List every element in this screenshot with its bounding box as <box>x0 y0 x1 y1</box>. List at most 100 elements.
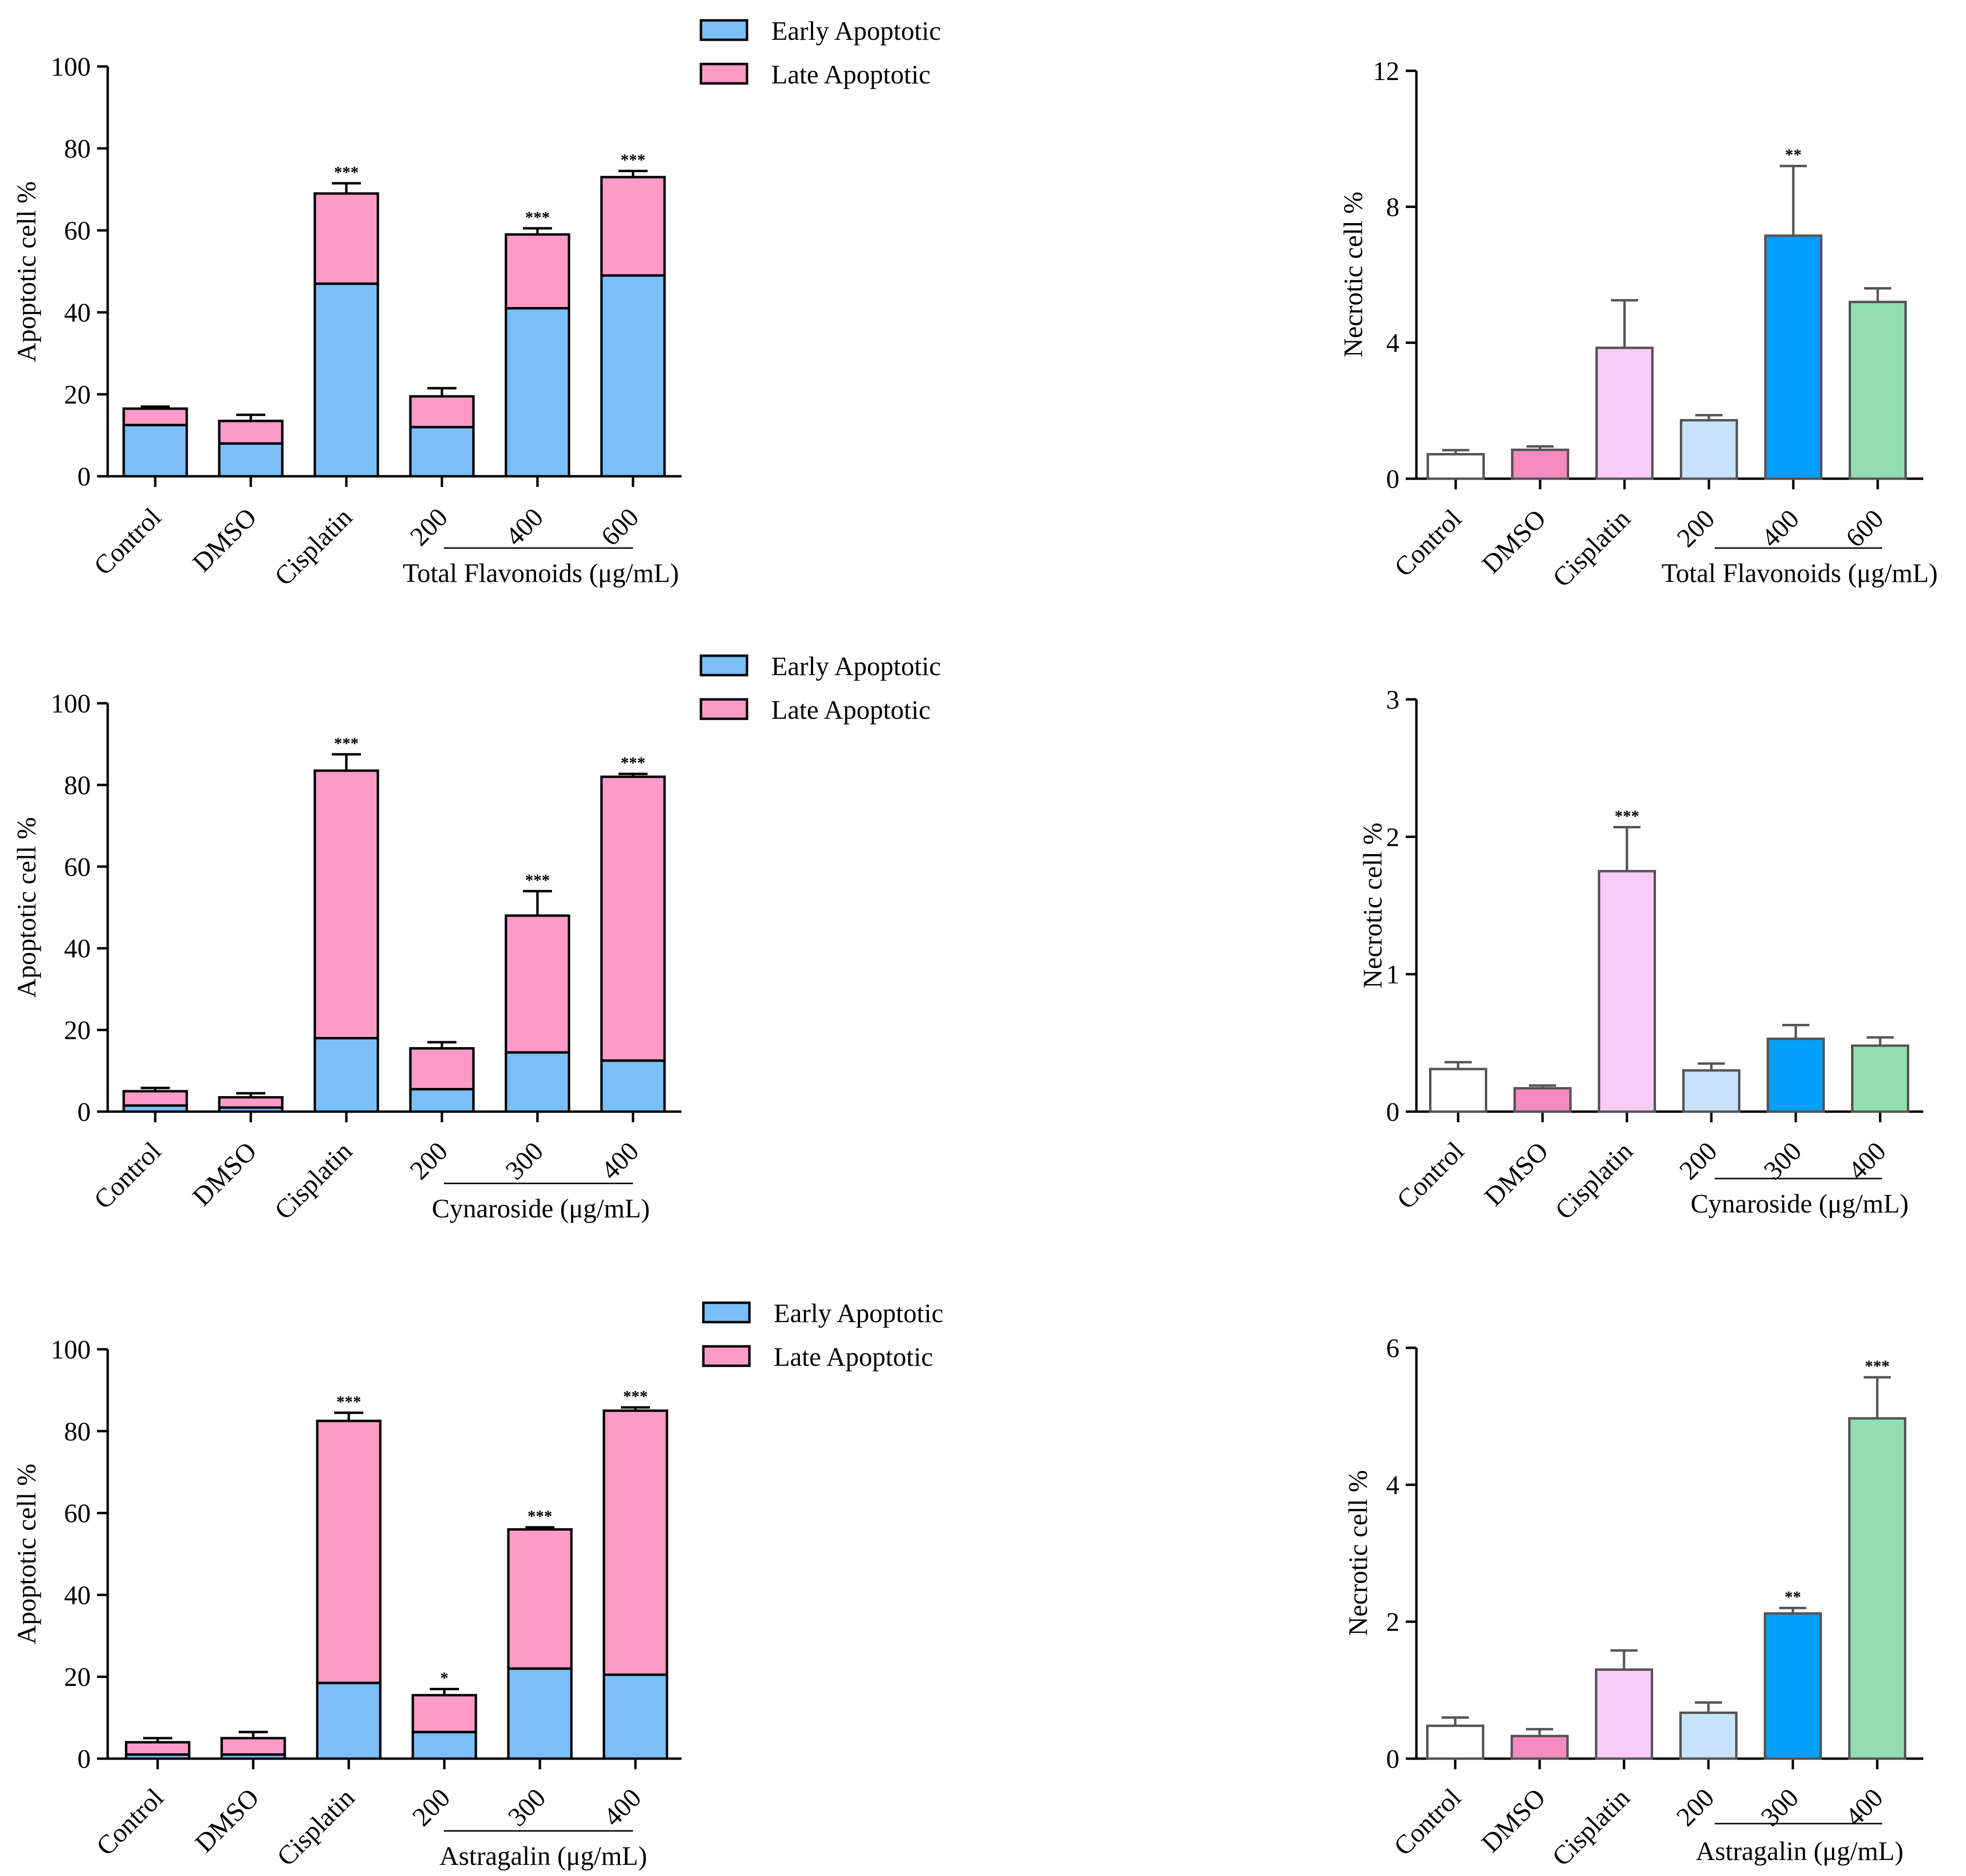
x-tick-label: 300 <box>1755 1782 1804 1831</box>
bar-late <box>600 776 666 1062</box>
legend-1: Early Apoptotic Late Apoptotic <box>699 16 941 89</box>
legend-late-label: Late Apoptotic <box>771 60 930 89</box>
group-label: Astragalin (μg/mL) <box>439 1841 647 1871</box>
legend-early-swatch <box>699 654 748 677</box>
bar-late <box>220 1737 286 1756</box>
y-axis-label: Apoptotic cell % <box>12 181 41 362</box>
x-tick-label: Control <box>88 502 167 581</box>
legend-3: Early Apoptotic Late Apoptotic <box>702 1298 943 1372</box>
bar-late <box>313 769 379 1039</box>
bar-early <box>600 274 666 478</box>
x-tick-label: DMSO <box>1479 1136 1554 1212</box>
bar-late <box>409 395 475 429</box>
bar-late <box>504 914 570 1054</box>
x-tick-label: 200 <box>1671 503 1720 552</box>
y-tick-label: 80 <box>64 134 91 163</box>
x-tick-label: Cisplatin <box>269 1136 358 1225</box>
legend-late-label: Late Apoptotic <box>771 695 930 725</box>
x-tick-label: DMSO <box>1476 1782 1551 1858</box>
legend-early-swatch <box>699 19 748 41</box>
x-tick-label: 400 <box>1755 503 1804 552</box>
significance-label: ** <box>1785 146 1802 164</box>
legend-late-swatch <box>699 63 748 85</box>
y-axis-label: Necrotic cell % <box>1343 1470 1373 1636</box>
bar-early <box>409 426 475 478</box>
y-tick-label: 8 <box>1386 192 1400 222</box>
y-tick-label: 40 <box>64 934 91 963</box>
x-tick-label: 200 <box>406 1782 455 1831</box>
bar <box>1764 234 1822 480</box>
bar-late <box>507 1528 573 1670</box>
x-tick-label: Control <box>1388 1782 1467 1861</box>
y-axis-label: Apoptotic cell % <box>12 1464 41 1645</box>
x-tick-label: 400 <box>500 502 549 551</box>
significance-label: *** <box>334 734 359 752</box>
y-tick-label: 80 <box>64 770 91 800</box>
bar-early <box>313 282 379 478</box>
significance-label: *** <box>621 754 646 772</box>
group-label: Cynaroside (μg/mL) <box>432 1194 650 1223</box>
bar <box>1427 453 1485 480</box>
bar <box>1682 1069 1740 1113</box>
x-tick-label: Cisplatin <box>1547 503 1636 593</box>
y-tick-label: 0 <box>1386 464 1400 494</box>
bar <box>1767 1037 1825 1113</box>
y-axis-label: Apoptotic cell % <box>12 817 41 998</box>
group-label: Astragalin (μg/mL) <box>1696 1836 1903 1866</box>
chart-panel-total-flavonoids-necrotic: 0 4 8 12 Necrotic cell % Control DMSOCisplatin… <box>1338 56 1938 593</box>
significance-label: *** <box>528 1507 552 1525</box>
y-tick-label: 100 <box>51 689 91 718</box>
bar-late <box>602 1409 668 1676</box>
y-tick-label: 12 <box>1373 56 1399 86</box>
bar-early <box>600 1059 666 1113</box>
x-tick-label: 600 <box>1840 503 1889 552</box>
bar-late <box>122 407 188 426</box>
y-tick-label: 100 <box>51 1335 91 1364</box>
significance-label: *** <box>525 209 550 226</box>
bar <box>1511 1734 1569 1760</box>
bar-late <box>313 192 379 285</box>
x-tick-label: Cisplatin <box>269 502 358 591</box>
bar <box>1511 448 1569 480</box>
bar-late <box>218 1096 284 1109</box>
y-tick-label: 2 <box>1386 1607 1400 1637</box>
legend-2: Early Apoptotic Late Apoptotic <box>699 651 941 725</box>
y-tick-label: 40 <box>64 298 91 327</box>
y-tick-label: 20 <box>64 380 91 409</box>
x-tick-label: Control <box>88 1136 167 1214</box>
x-tick-label: Control <box>91 1782 169 1861</box>
y-tick-label: 4 <box>1386 328 1400 358</box>
y-tick-label: 40 <box>64 1580 91 1610</box>
legend-early-label: Early Apoptotic <box>774 1298 943 1328</box>
x-tick-label: 300 <box>502 1782 551 1831</box>
x-tick-label: 400 <box>595 1136 644 1185</box>
bar <box>1764 1612 1822 1760</box>
bar <box>1598 870 1656 1113</box>
x-tick-label: DMSO <box>189 1782 265 1858</box>
y-axis-label: Necrotic cell % <box>1358 823 1387 988</box>
significance-label: *** <box>525 871 550 889</box>
bar <box>1513 1087 1572 1113</box>
bar-early <box>504 307 570 478</box>
bar-early <box>507 1667 573 1760</box>
legend-late-label: Late Apoptotic <box>774 1342 933 1372</box>
x-tick-label: 600 <box>595 502 644 551</box>
group-label: Cynaroside (μg/mL) <box>1690 1189 1909 1218</box>
y-tick-label: 100 <box>51 52 91 81</box>
x-tick-label: DMSO <box>1476 503 1552 579</box>
bar <box>1851 1044 1909 1113</box>
bar <box>1848 1417 1906 1760</box>
bar-early <box>218 442 284 478</box>
y-tick-label: 60 <box>64 1499 91 1528</box>
y-tick-label: 0 <box>1386 1097 1400 1127</box>
legend-late-swatch <box>699 698 748 720</box>
significance-label: *** <box>1615 808 1640 825</box>
bar-early <box>602 1673 668 1760</box>
bar-early <box>411 1730 477 1760</box>
y-axis-label: Necrotic cell % <box>1338 192 1368 357</box>
y-tick-label: 20 <box>64 1016 91 1045</box>
y-tick-label: 60 <box>64 216 91 245</box>
